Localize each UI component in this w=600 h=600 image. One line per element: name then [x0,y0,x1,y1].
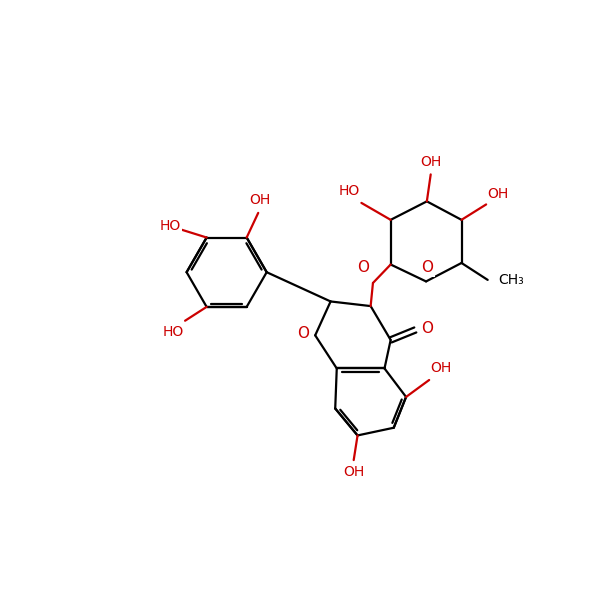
Text: HO: HO [338,184,360,197]
Text: HO: HO [162,325,184,340]
Text: OH: OH [431,361,452,374]
Text: O: O [422,260,434,275]
Text: O: O [297,326,309,341]
Text: OH: OH [420,155,442,169]
Text: OH: OH [488,187,509,200]
Text: OH: OH [249,193,271,207]
Text: O: O [357,260,369,275]
Text: O: O [421,321,433,336]
Text: CH₃: CH₃ [499,273,524,287]
Text: HO: HO [159,219,181,233]
Text: OH: OH [343,466,364,479]
